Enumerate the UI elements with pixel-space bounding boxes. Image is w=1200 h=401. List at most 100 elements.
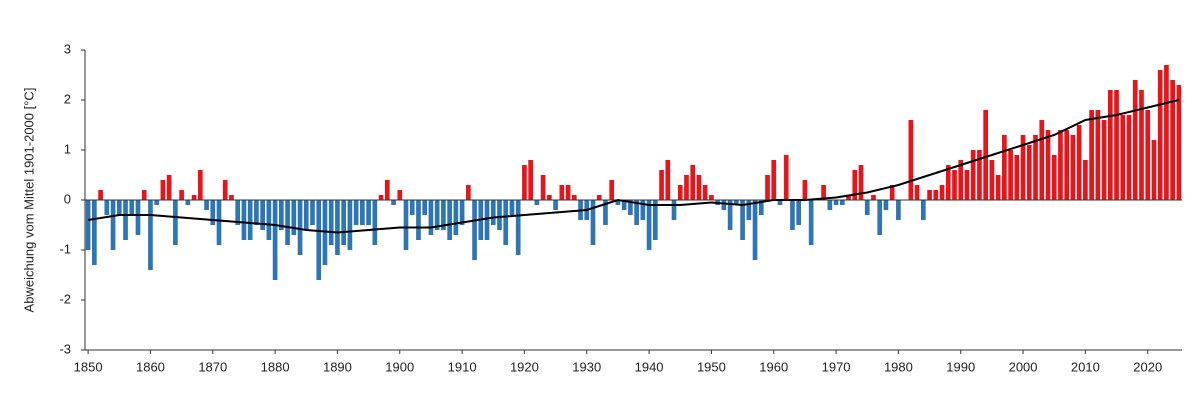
- bar: [746, 200, 752, 220]
- bar: [316, 200, 322, 280]
- bar: [222, 180, 228, 200]
- y-tick-label: 1: [64, 141, 71, 156]
- bar: [1107, 90, 1113, 200]
- bar: [1070, 135, 1076, 200]
- bar: [765, 175, 770, 200]
- bar: [833, 200, 839, 205]
- bar: [1002, 135, 1007, 200]
- bar: [952, 170, 957, 200]
- bar: [821, 185, 826, 200]
- x-tick-label: 1980: [884, 359, 913, 374]
- bar: [509, 200, 515, 215]
- bar: [229, 195, 234, 200]
- bar: [484, 200, 490, 240]
- x-tick-label: 1960: [759, 359, 788, 374]
- bar: [1157, 70, 1163, 200]
- x-tick-label: 1950: [697, 359, 726, 374]
- x-tick-label: 1940: [635, 359, 664, 374]
- bar: [852, 170, 858, 200]
- bar: [123, 200, 128, 240]
- bar: [191, 195, 197, 200]
- bar: [129, 200, 135, 215]
- bar: [135, 200, 141, 235]
- bar: [646, 200, 652, 250]
- bar: [98, 190, 103, 200]
- bar: [659, 170, 664, 200]
- bar: [434, 200, 440, 230]
- bar: [391, 200, 396, 205]
- bar: [1126, 115, 1132, 200]
- bar: [497, 200, 502, 230]
- bar: [958, 160, 964, 200]
- bar: [241, 200, 247, 240]
- bar: [522, 165, 527, 200]
- bar: [571, 195, 577, 200]
- bar: [279, 200, 284, 230]
- bar: [596, 195, 602, 200]
- bar: [883, 200, 889, 210]
- bar: [920, 200, 926, 220]
- bar: [353, 200, 359, 225]
- bar: [995, 175, 1001, 200]
- bar: [154, 200, 160, 205]
- bar: [428, 200, 434, 235]
- bar: [908, 120, 914, 200]
- bar: [758, 200, 764, 215]
- bar: [185, 200, 191, 205]
- bar: [1114, 90, 1119, 200]
- bar: [1064, 130, 1070, 200]
- bar: [802, 180, 808, 200]
- bar: [403, 200, 409, 250]
- bar: [547, 195, 552, 200]
- bar: [1020, 135, 1026, 200]
- bar: [777, 200, 783, 205]
- bar: [372, 200, 378, 245]
- bar: [341, 200, 347, 245]
- y-tick-label: 0: [64, 191, 71, 206]
- bar: [1014, 155, 1020, 200]
- bar: [677, 185, 683, 200]
- bar: [808, 200, 814, 245]
- bar: [254, 200, 259, 225]
- x-tick-label: 1920: [510, 359, 539, 374]
- bar: [1101, 120, 1107, 200]
- bar: [621, 200, 627, 210]
- x-tick-label: 2010: [1071, 359, 1100, 374]
- bar: [148, 200, 153, 270]
- bar: [727, 200, 733, 230]
- y-axis-label: Abweichung vom Mittel 1901-2000 [°C]: [21, 88, 36, 313]
- bar: [858, 165, 864, 200]
- bar: [1089, 110, 1094, 200]
- bar: [472, 200, 477, 260]
- bar: [528, 160, 533, 200]
- bar: [1120, 115, 1126, 200]
- bar: [490, 200, 496, 225]
- bar: [914, 185, 920, 200]
- bar: [1083, 160, 1088, 200]
- bar: [977, 150, 982, 200]
- bar: [416, 200, 421, 240]
- bar: [1170, 80, 1175, 200]
- bar: [702, 185, 708, 200]
- bar: [465, 185, 471, 200]
- bar: [310, 200, 315, 225]
- x-tick-label: 1860: [136, 359, 165, 374]
- bar: [1058, 130, 1063, 200]
- bar: [1076, 125, 1082, 200]
- y-tick-label: -3: [59, 341, 71, 356]
- bar: [665, 160, 671, 200]
- bar: [441, 200, 446, 230]
- bar: [347, 200, 353, 250]
- bar: [459, 200, 465, 225]
- bar: [671, 200, 677, 220]
- bar: [877, 200, 883, 235]
- bar: [247, 200, 253, 240]
- bar: [945, 165, 951, 200]
- y-tick-label: 3: [64, 41, 71, 56]
- bar: [839, 200, 845, 205]
- x-tick-label: 1930: [572, 359, 601, 374]
- bar: [609, 180, 615, 200]
- bar: [796, 200, 802, 225]
- bar: [559, 185, 565, 200]
